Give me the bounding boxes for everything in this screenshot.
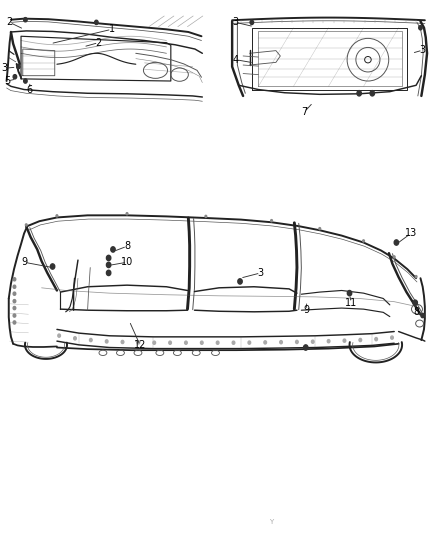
Circle shape (153, 341, 155, 344)
Circle shape (216, 341, 219, 344)
Circle shape (347, 290, 352, 296)
Circle shape (370, 91, 374, 96)
Circle shape (319, 228, 321, 230)
Circle shape (280, 341, 283, 344)
Circle shape (264, 341, 266, 344)
Circle shape (394, 240, 399, 245)
Text: 2: 2 (7, 18, 13, 27)
Circle shape (205, 215, 207, 217)
Circle shape (106, 270, 111, 276)
Circle shape (232, 341, 235, 344)
Circle shape (50, 264, 55, 269)
Circle shape (357, 91, 361, 96)
Circle shape (304, 345, 308, 350)
Text: 3: 3 (420, 45, 426, 55)
Circle shape (413, 300, 417, 305)
Circle shape (126, 213, 128, 215)
Circle shape (359, 338, 362, 342)
Text: 10: 10 (121, 257, 133, 267)
Text: 9: 9 (304, 305, 310, 315)
Circle shape (238, 279, 242, 284)
Circle shape (56, 215, 58, 217)
Circle shape (24, 79, 27, 83)
Circle shape (106, 262, 111, 268)
Circle shape (248, 341, 251, 344)
Circle shape (13, 314, 16, 317)
Text: 12: 12 (134, 341, 146, 350)
Circle shape (95, 20, 98, 25)
Circle shape (419, 26, 422, 30)
Circle shape (250, 20, 254, 25)
Circle shape (137, 341, 140, 344)
Text: 11: 11 (345, 298, 357, 308)
Text: 13: 13 (405, 229, 417, 238)
Text: 8: 8 (413, 307, 419, 317)
Circle shape (343, 339, 346, 342)
Circle shape (13, 285, 16, 288)
Circle shape (421, 313, 424, 318)
Text: 2: 2 (95, 38, 102, 47)
Text: 5: 5 (4, 76, 11, 86)
Text: Υ: Υ (269, 519, 274, 525)
Circle shape (375, 337, 378, 341)
Circle shape (13, 75, 17, 79)
Circle shape (106, 255, 111, 261)
Circle shape (74, 337, 76, 340)
Circle shape (311, 340, 314, 343)
Text: 3: 3 (1, 63, 7, 73)
Circle shape (13, 300, 16, 303)
Text: 8: 8 (124, 241, 130, 251)
Circle shape (327, 340, 330, 343)
Circle shape (363, 240, 364, 242)
Circle shape (121, 341, 124, 344)
Circle shape (24, 18, 27, 22)
Circle shape (25, 224, 27, 226)
Circle shape (185, 341, 187, 344)
Circle shape (393, 256, 395, 258)
Circle shape (169, 341, 171, 344)
Text: 3: 3 (258, 268, 264, 278)
Text: 6: 6 (27, 85, 33, 94)
Circle shape (13, 306, 16, 310)
Text: 3: 3 (233, 18, 239, 27)
Text: 4: 4 (233, 55, 239, 64)
Circle shape (391, 336, 393, 339)
Circle shape (415, 276, 417, 278)
Circle shape (201, 341, 203, 344)
Circle shape (296, 341, 298, 344)
Circle shape (13, 278, 16, 281)
Circle shape (89, 338, 92, 342)
Circle shape (111, 247, 115, 252)
Circle shape (271, 220, 272, 222)
Circle shape (13, 321, 16, 324)
Circle shape (13, 292, 16, 295)
Circle shape (17, 64, 20, 69)
Circle shape (106, 340, 108, 343)
Text: 7: 7 (301, 107, 307, 117)
Circle shape (58, 334, 60, 337)
Text: 9: 9 (21, 257, 27, 267)
Text: 1: 1 (109, 25, 115, 34)
